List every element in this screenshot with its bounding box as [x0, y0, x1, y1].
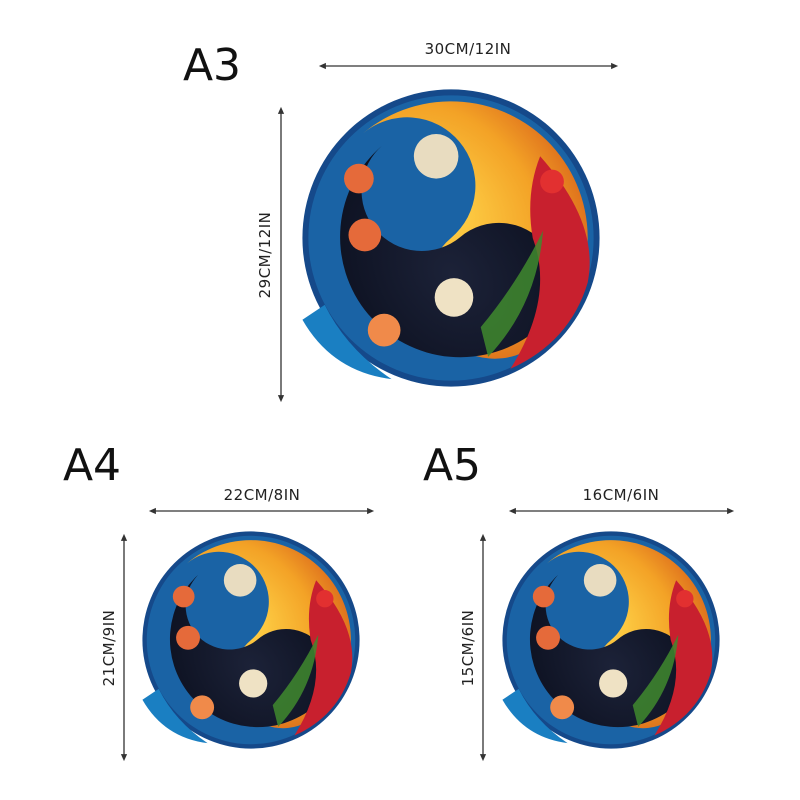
puzzle-image: [496, 526, 726, 754]
puzzle-image: [292, 82, 610, 394]
size-label: A5: [423, 440, 481, 491]
width-label: 22CM/8IN: [224, 486, 301, 504]
height-label: 29CM/12IN: [256, 212, 274, 299]
puzzle-image: [136, 526, 366, 754]
height-label: 21CM/9IN: [100, 610, 118, 687]
width-label: 16CM/6IN: [583, 486, 660, 504]
size-label: A4: [63, 440, 121, 491]
height-label: 15CM/6IN: [459, 610, 477, 687]
size-label: A3: [183, 40, 241, 91]
width-label: 30CM/12IN: [425, 40, 512, 58]
